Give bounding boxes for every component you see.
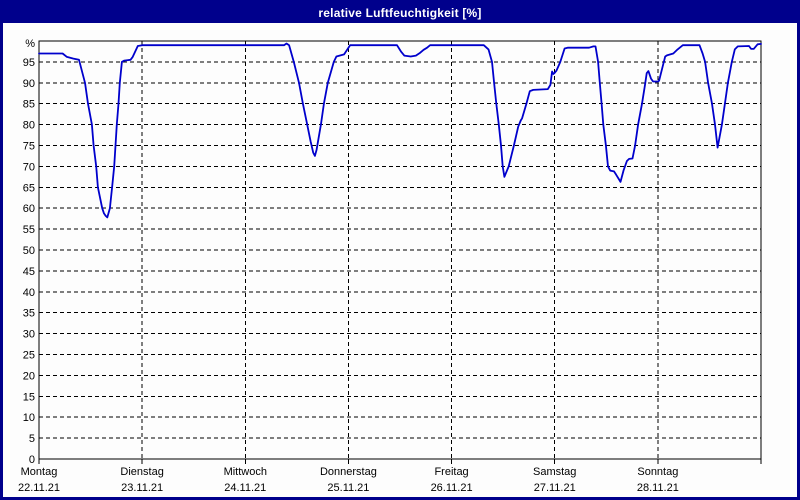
plot-frame bbox=[38, 40, 762, 460]
y-tick-label: 35 bbox=[23, 308, 35, 320]
x-date-label: 26.11.21 bbox=[431, 482, 473, 494]
y-tick-label: 0 bbox=[29, 454, 35, 466]
y-tick-label: 20 bbox=[23, 370, 35, 382]
y-tick-label: 90 bbox=[23, 78, 35, 90]
title-bar: relative Luftfeuchtigkeit [%] bbox=[3, 3, 797, 23]
x-date-label: 25.11.21 bbox=[327, 482, 369, 494]
x-date-label: 22.11.21 bbox=[18, 482, 60, 494]
y-tick-label: 95 bbox=[23, 57, 35, 69]
y-tick-label: 80 bbox=[23, 120, 35, 132]
x-day-label: Mittwoch bbox=[224, 466, 267, 478]
y-tick-label: 40 bbox=[23, 287, 35, 299]
chart-area: 0 5 10 15 20 25 30 35 40 45 50 55 60 65 70 75 80 85 90 95% M… bbox=[3, 23, 797, 497]
y-axis-unit-label: % bbox=[25, 38, 35, 50]
window-title: relative Luftfeuchtigkeit [%] bbox=[318, 6, 482, 20]
y-tick-label: 70 bbox=[23, 161, 35, 173]
humidity-line-chart: 0 5 10 15 20 25 30 35 40 45 50 55 60 65 70 75 80 85 90 95% M… bbox=[18, 38, 762, 494]
y-tick-label: 25 bbox=[23, 350, 35, 362]
x-date-label: 23.11.21 bbox=[121, 482, 163, 494]
y-tick-label: 85 bbox=[23, 99, 35, 111]
y-tick-label: 65 bbox=[23, 182, 35, 194]
x-date-label: 24.11.21 bbox=[224, 482, 266, 494]
x-date-label: 27.11.21 bbox=[534, 482, 576, 494]
y-tick-label: 45 bbox=[23, 266, 35, 278]
y-tick-label: 75 bbox=[23, 141, 35, 153]
y-tick-label: 30 bbox=[23, 329, 35, 341]
y-tick-label: 15 bbox=[23, 391, 35, 403]
y-tick-label: 10 bbox=[23, 412, 35, 424]
x-day-label: Dienstag bbox=[120, 466, 163, 478]
x-day-label: Donnerstag bbox=[320, 466, 377, 478]
x-day-label: Samstag bbox=[533, 466, 576, 478]
x-day-label: Sonntag bbox=[637, 466, 678, 478]
y-tick-label: 50 bbox=[23, 245, 35, 257]
y-tick-label: 60 bbox=[23, 203, 35, 215]
x-day-label: Montag bbox=[21, 466, 58, 478]
x-date-label: 28.11.21 bbox=[637, 482, 679, 494]
x-day-label: Freitag bbox=[434, 466, 468, 478]
y-tick-label: 55 bbox=[23, 224, 35, 236]
y-tick-label: 5 bbox=[29, 433, 35, 445]
humidity-series-line bbox=[38, 42, 762, 219]
